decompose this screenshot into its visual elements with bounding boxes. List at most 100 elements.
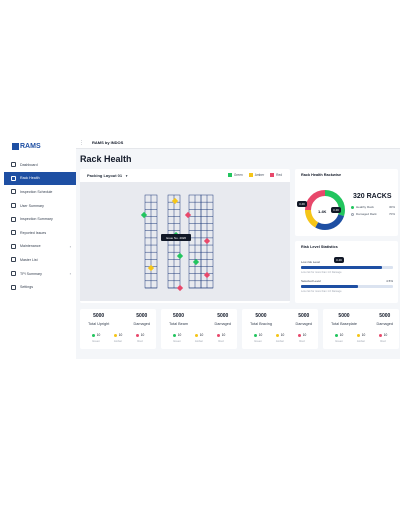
stat-cell: 10 Amber: [356, 333, 366, 343]
issue-marker-green[interactable]: [192, 258, 200, 266]
stat-damaged: 5000: [298, 313, 310, 319]
healthy-rack-row: Healthy Rack 30%: [351, 205, 395, 209]
sidebar-item-rack-health[interactable]: Rack Health: [4, 171, 76, 186]
sidebar-nav: Dashboard Rack Health Inspection Schedule U…: [4, 158, 76, 294]
sidebar-item-maintenance[interactable]: Maintenance ›: [4, 240, 76, 254]
stat-damaged-label: Damaged: [295, 322, 312, 326]
status-dot-icon: [297, 333, 301, 337]
risk-badge: 3.4K: [334, 257, 345, 263]
stat-card[interactable]: 5000 Total Upright 5000 Damaged 10 Green 10 Amb…: [80, 309, 156, 349]
risk-row-selected: Selected Level 4.5% Low risk for more tha…: [301, 279, 393, 293]
sidebar-item-label: Inspection Schedule: [20, 189, 53, 194]
status-dot-icon: [194, 333, 198, 337]
damaged-rack-row: Damaged Rack 70%: [351, 212, 395, 216]
stat-card[interactable]: 5000 Total Baseplate 5000 Damaged 10 Green 10 A…: [323, 309, 399, 349]
rack-health-card: Rack Health Rackwise 1.4K 3.4K 3.4K 320 …: [295, 169, 398, 236]
layout-selector[interactable]: Packing Layout 01 ▼: [87, 173, 128, 178]
sidebar-item-tpi-summary[interactable]: TPI Summary ›: [4, 267, 76, 281]
stat-damaged: 5000: [379, 313, 391, 319]
sidebar-item-inspection-summary[interactable]: Inspection Summary: [4, 212, 76, 226]
menu-icon[interactable]: ⋮: [79, 139, 84, 146]
donut-center-value: 1.4K: [318, 209, 327, 214]
stat-cell: 10 Green: [253, 333, 263, 343]
sidebar-item-reported-issues[interactable]: Reported Issues: [4, 226, 76, 240]
stat-damaged-label: Damaged: [133, 322, 150, 326]
green-swatch-icon: [227, 173, 232, 178]
chevron-right-icon: ›: [69, 243, 71, 249]
stat-cell: 10 Green: [172, 333, 182, 343]
risk-fill-low: [301, 266, 382, 269]
issue-marker-amber[interactable]: [147, 264, 155, 272]
donut-segment-blue: [305, 190, 345, 230]
status-dot-icon: [172, 333, 176, 337]
layout-selector-value: Packing Layout 01: [87, 173, 123, 178]
layout-legend: Green Amber Red: [227, 173, 282, 178]
stat-cell: 10 Red: [378, 333, 388, 343]
rack-column[interactable]: [144, 194, 158, 289]
risk-row-low: Low risk Level Low risk for more than 1.…: [301, 257, 393, 274]
sidebar-item-label: Maintenance: [20, 244, 41, 249]
sidebar: RAMS Dashboard Rack Health Inspection Sche…: [4, 137, 76, 359]
healthy-dot-icon: [351, 205, 354, 209]
sidebar-item-master-list[interactable]: Master List: [4, 253, 76, 267]
stat-card[interactable]: 5000 Total Beam 5000 Damaged 10 Green 10 Amber 1…: [161, 309, 237, 349]
legend-amber: Amber: [248, 173, 264, 178]
gear-icon: [11, 284, 16, 290]
page-title: Rack Health: [80, 154, 132, 164]
alert-icon: [11, 230, 16, 236]
stat-damaged-label: Damaged: [376, 322, 393, 326]
sidebar-item-label: Master List: [20, 257, 38, 262]
brand-logo[interactable]: RAMS: [12, 143, 41, 150]
issue-marker-red[interactable]: [184, 211, 192, 219]
stat-card[interactable]: 5000 Total Bracing 5000 Damaged 10 Green 10 Amb…: [242, 309, 318, 349]
rack-icon: [11, 175, 16, 181]
stat-total: 5000: [93, 313, 105, 319]
risk-bar-low: [301, 266, 393, 269]
issue-marker-amber[interactable]: [171, 197, 179, 205]
issue-marker-red[interactable]: [203, 271, 211, 279]
racks-count: 320 RACKS: [353, 193, 392, 200]
stat-cell: 10 Green: [334, 333, 344, 343]
rack-column[interactable]: [167, 194, 181, 289]
sidebar-item-label: Inspection Summary: [20, 217, 53, 222]
document-icon: [11, 271, 16, 277]
stat-total-label: Total Upright: [88, 322, 110, 326]
stat-total: 5000: [338, 313, 350, 319]
sidebar-item-inspection-schedule[interactable]: Inspection Schedule: [4, 185, 76, 199]
issue-marker-red[interactable]: [176, 284, 184, 292]
rack-layout-diagram: [140, 194, 214, 292]
rack-health-title: Rack Health Rackwise: [301, 173, 342, 177]
clipboard-icon: [11, 216, 16, 222]
status-dot-icon: [378, 333, 382, 337]
issue-marker-red[interactable]: [203, 237, 211, 245]
donut-segment-red: [305, 190, 345, 230]
rack-health-donut[interactable]: [299, 183, 347, 233]
app-title: RAMS by INDOS: [92, 140, 124, 145]
status-dot-icon: [253, 333, 257, 337]
stat-cell: 10 Amber: [275, 333, 285, 343]
risk-level-card: Risk Level Statistics Low risk Level Low…: [295, 241, 398, 303]
sidebar-item-user-summary[interactable]: User Summary: [4, 199, 76, 213]
status-dot-icon: [135, 333, 139, 337]
chevron-right-icon: ›: [69, 271, 71, 277]
stat-cards: 5000 Total Upright 5000 Damaged 10 Green 10 Amb…: [80, 309, 399, 349]
stat-cell: 10 Green: [91, 333, 101, 343]
sidebar-item-label: Dashboard: [20, 162, 38, 167]
sidebar-item-label: User Summary: [20, 203, 44, 208]
red-swatch-icon: [270, 173, 275, 178]
rack-layout-canvas[interactable]: Issue No. 4026: [80, 182, 290, 301]
risk-bar-selected: [301, 285, 393, 288]
list-icon: [11, 257, 16, 263]
stat-cell: 10 Red: [135, 333, 145, 343]
status-dot-icon: [275, 333, 279, 337]
stat-total-label: Total Beam: [169, 322, 188, 326]
issue-marker-green[interactable]: [176, 252, 184, 260]
issue-marker-green[interactable]: [140, 211, 148, 219]
sidebar-item-dashboard[interactable]: Dashboard: [4, 158, 76, 172]
status-dot-icon: [334, 333, 338, 337]
stat-damaged: 5000: [136, 313, 148, 319]
sidebar-item-settings[interactable]: Settings: [4, 280, 76, 294]
donut-bubble-left: 3.4K: [297, 201, 308, 207]
rack-column[interactable]: [188, 194, 202, 289]
stat-total-label: Total Baseplate: [331, 322, 357, 326]
